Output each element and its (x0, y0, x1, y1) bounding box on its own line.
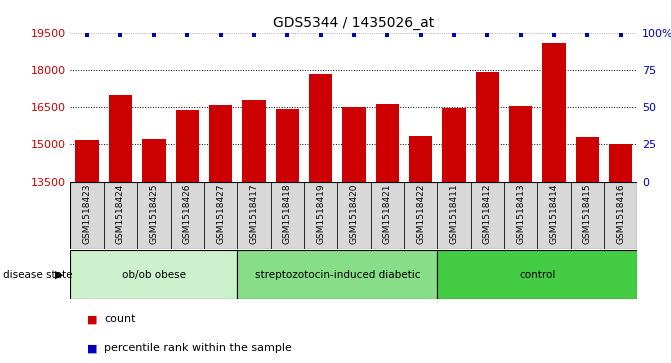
Text: GSM1518416: GSM1518416 (616, 184, 625, 244)
Bar (204, 182, 238, 249)
Bar (142, 139, 166, 182)
Bar (442, 107, 466, 182)
Text: streptozotocin-induced diabetic: streptozotocin-induced diabetic (254, 270, 420, 280)
Text: GSM1518424: GSM1518424 (116, 184, 125, 244)
Bar (276, 109, 299, 182)
Text: GSM1518423: GSM1518423 (83, 184, 92, 244)
Bar (75, 140, 99, 182)
Text: GSM1518419: GSM1518419 (316, 184, 325, 244)
Bar (342, 107, 366, 182)
Text: ■: ■ (87, 343, 98, 354)
Bar (404, 182, 437, 249)
Bar (70, 250, 238, 299)
Bar (242, 100, 266, 182)
Text: GSM1518425: GSM1518425 (150, 184, 158, 244)
Bar (370, 182, 404, 249)
Bar (409, 136, 432, 182)
Bar (309, 74, 332, 182)
Text: GSM1518411: GSM1518411 (450, 184, 458, 244)
Text: GSM1518418: GSM1518418 (282, 184, 292, 244)
Bar (504, 182, 537, 249)
Text: GSM1518414: GSM1518414 (550, 184, 558, 244)
Bar (170, 182, 204, 249)
Text: percentile rank within the sample: percentile rank within the sample (104, 343, 292, 354)
Text: GSM1518426: GSM1518426 (183, 184, 192, 244)
Bar (542, 42, 566, 182)
Bar (304, 182, 338, 249)
Bar (437, 250, 637, 299)
Bar (609, 144, 633, 182)
Text: GSM1518415: GSM1518415 (583, 184, 592, 244)
Bar (109, 95, 132, 182)
Bar (476, 72, 499, 182)
Text: ob/ob obese: ob/ob obese (122, 270, 186, 280)
Bar (104, 182, 137, 249)
Text: GSM1518420: GSM1518420 (350, 184, 358, 244)
Bar (571, 182, 604, 249)
Bar (238, 182, 270, 249)
Text: GSM1518427: GSM1518427 (216, 184, 225, 244)
Text: GSM1518421: GSM1518421 (382, 184, 392, 244)
Bar (270, 182, 304, 249)
Text: ▶: ▶ (55, 270, 64, 280)
Text: GSM1518413: GSM1518413 (516, 184, 525, 244)
Bar (470, 182, 504, 249)
Text: GSM1518412: GSM1518412 (483, 184, 492, 244)
Bar (238, 250, 437, 299)
Text: ■: ■ (87, 314, 98, 325)
Bar (576, 137, 599, 182)
Text: disease state: disease state (3, 270, 73, 280)
Bar (209, 105, 232, 182)
Text: GSM1518417: GSM1518417 (250, 184, 258, 244)
Text: GSM1518422: GSM1518422 (416, 184, 425, 244)
Bar (176, 110, 199, 182)
Text: count: count (104, 314, 136, 325)
Bar (604, 182, 637, 249)
Title: GDS5344 / 1435026_at: GDS5344 / 1435026_at (273, 16, 435, 30)
Text: control: control (519, 270, 556, 280)
Bar (137, 182, 170, 249)
Bar (376, 104, 399, 182)
Bar (338, 182, 370, 249)
Bar (537, 182, 571, 249)
Bar (509, 106, 532, 182)
Bar (70, 182, 104, 249)
Bar (437, 182, 470, 249)
